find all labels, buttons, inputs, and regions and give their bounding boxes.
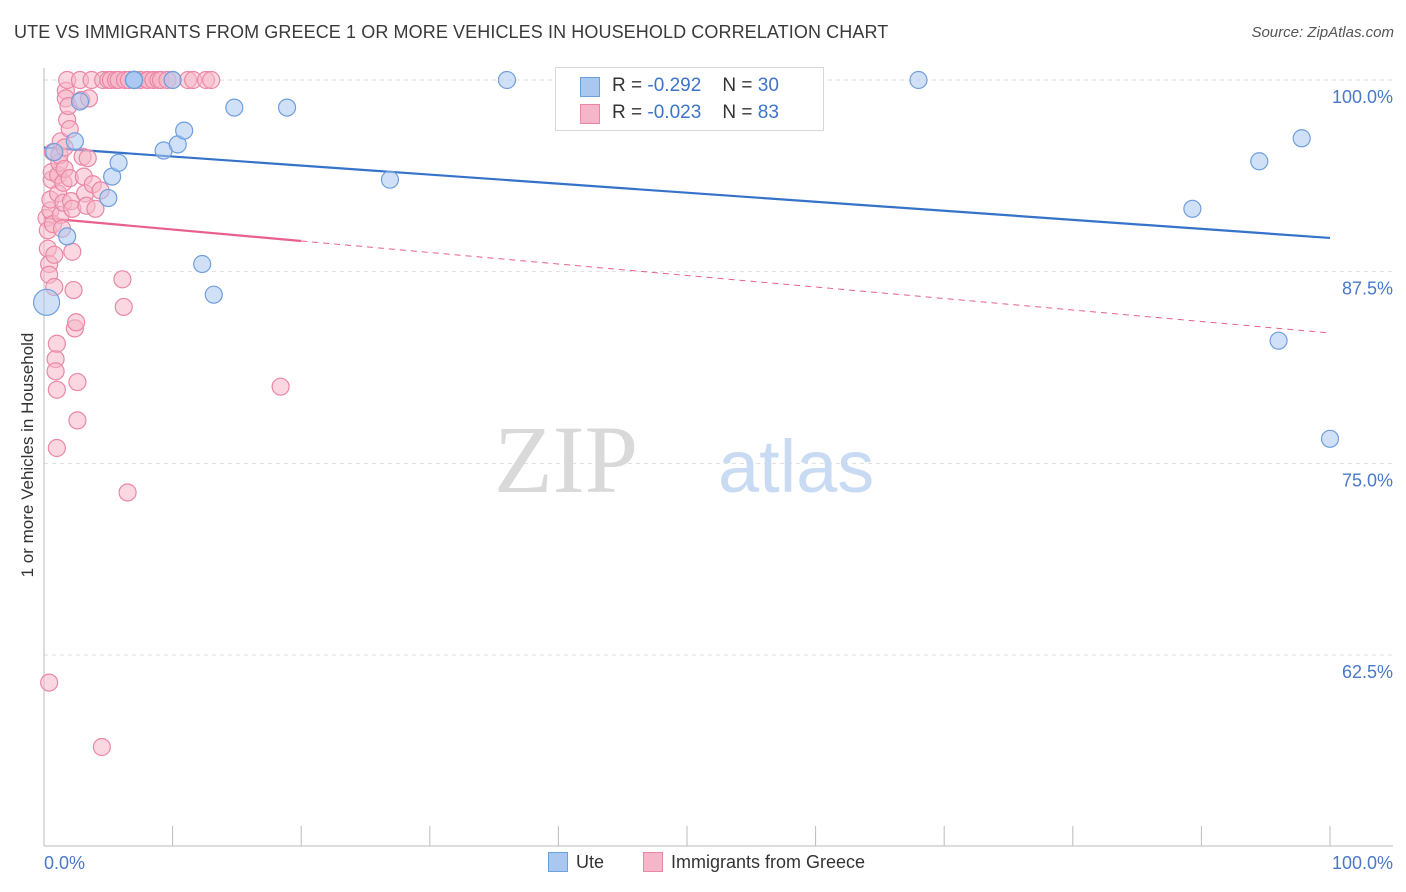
ute-point	[1320, 429, 1340, 448]
bottom-legend-ute: Ute	[548, 852, 604, 873]
x-tick-label: 0.0%	[44, 853, 85, 873]
ute-point	[1250, 152, 1269, 171]
greece-point	[78, 149, 97, 168]
grid-layer	[44, 79, 1393, 656]
legend-swatch-greece	[580, 104, 600, 124]
greece-point	[202, 70, 221, 90]
bottom-legend-label-ute: Ute	[576, 852, 605, 872]
source-label: Source: ZipAtlas.com	[1251, 24, 1394, 41]
legend-r-value: -0.023	[647, 102, 702, 123]
y-tick-label: 100.0%	[1332, 87, 1393, 107]
ute-point	[65, 132, 84, 151]
ute-point	[124, 70, 144, 90]
greece-point	[47, 334, 66, 353]
greece-point	[92, 737, 111, 757]
ute-point	[70, 92, 90, 111]
ute-point	[909, 70, 928, 90]
greece-point	[118, 483, 137, 502]
legend-box: R = -0.292 N = 30 R = -0.023 N = 83	[555, 67, 824, 131]
bottom-legend-greece: Immigrants from Greece	[643, 852, 865, 873]
ute-point	[109, 153, 128, 172]
chart-title: UTE VS IMMIGRANTS FROM GREECE 1 OR MORE …	[14, 22, 889, 42]
greece-point	[45, 245, 64, 264]
y-tick-label: 87.5%	[1342, 279, 1393, 299]
points-layer	[32, 70, 1340, 757]
y-axis-label: 1 or more Vehicles in Household	[18, 332, 37, 578]
watermark: ZIP atlas	[494, 406, 874, 513]
greece-point	[113, 270, 132, 289]
ute-point	[175, 121, 194, 140]
ute-point	[277, 98, 297, 117]
ute-point	[497, 70, 517, 90]
ute-point	[163, 70, 182, 90]
ute-point	[45, 142, 64, 162]
greece-point	[64, 280, 83, 300]
greece-point	[114, 297, 133, 317]
bottom-legend-label-greece: Immigrants from Greece	[671, 852, 866, 872]
ute-point	[193, 254, 212, 274]
ute-point	[380, 170, 400, 189]
watermark-atlas: atlas	[718, 425, 874, 508]
ute-point	[58, 227, 77, 246]
greece-point	[86, 199, 105, 218]
bottom-legend-swatch-ute	[548, 852, 568, 872]
trend-layer	[43, 146, 1331, 334]
greece-point	[63, 242, 82, 261]
legend-r-label: R =	[612, 75, 643, 96]
greece-point	[47, 438, 66, 458]
watermark-zip: ZIP	[494, 406, 638, 513]
greece-point	[40, 673, 59, 692]
ute-point	[225, 98, 244, 117]
x-tick-label: 100.0%	[1332, 853, 1393, 873]
legend-swatch-ute	[580, 77, 600, 97]
tick-label-layer: 100.0% 87.5% 75.0% 62.5% 0.0% 100.0%	[44, 87, 1393, 873]
ute-point	[1183, 199, 1202, 218]
greece-point	[271, 377, 290, 396]
greece-point	[68, 411, 87, 430]
greece-point	[68, 372, 87, 392]
greece-point	[47, 380, 66, 399]
legend-r-value: -0.292	[647, 75, 702, 96]
ute-point	[99, 188, 118, 208]
greece-point	[67, 313, 86, 332]
legend-n-value: 30	[757, 75, 779, 96]
y-tick-label: 75.0%	[1342, 470, 1393, 490]
trend-line-extension	[301, 240, 1331, 334]
ute-point	[1292, 129, 1311, 148]
legend-r-label: R =	[612, 102, 643, 123]
ute-point	[32, 288, 61, 316]
ute-point	[1269, 331, 1288, 350]
legend-n-value: 83	[757, 102, 779, 123]
legend-n-label: N =	[722, 102, 753, 123]
bottom-legend-swatch-greece	[643, 852, 663, 872]
legend-n-label: N =	[722, 75, 753, 96]
trend-line-greece	[43, 216, 302, 243]
trend-line-ute	[43, 146, 1331, 240]
y-tick-label: 62.5%	[1342, 662, 1393, 682]
greece-point	[46, 362, 65, 381]
ute-point	[204, 285, 223, 304]
